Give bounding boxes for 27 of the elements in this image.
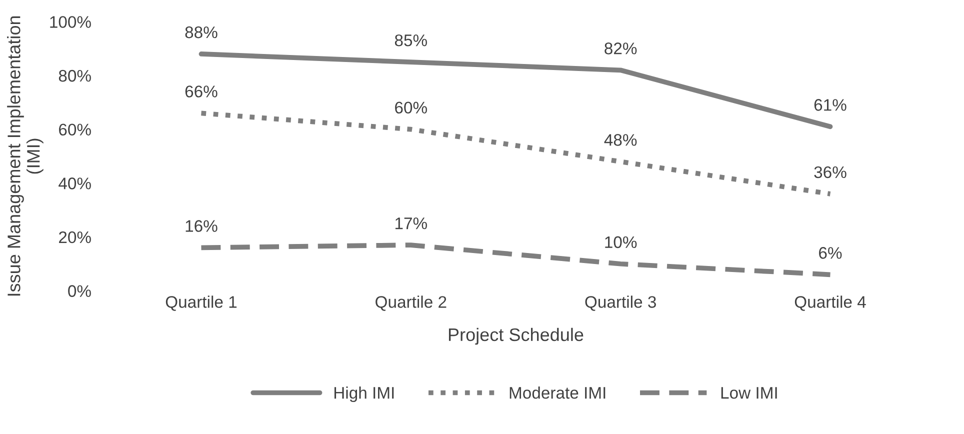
- y-tick-label: 60%: [59, 124, 91, 136]
- x-tick-label: Quartile 4: [794, 296, 866, 311]
- data-label: 16%: [186, 220, 218, 232]
- y-tick-label: 40%: [58, 178, 91, 190]
- y-tick-label: 100%: [50, 16, 91, 28]
- y-axis-title: Issue Management Implementation (IMI): [7, 16, 44, 296]
- legend-label: Moderate IMI: [510, 386, 606, 399]
- data-label: 82%: [604, 42, 637, 54]
- x-axis-title: Project Schedule: [448, 328, 584, 345]
- y-tick-label: 80%: [58, 70, 91, 82]
- y-tick-label: 20%: [59, 231, 91, 244]
- data-label: 88%: [185, 26, 218, 38]
- legend-label: High IMI: [334, 386, 394, 402]
- x-tick-label: Quartile 3: [585, 296, 656, 311]
- data-label: 36%: [814, 166, 846, 178]
- data-label: 66%: [185, 86, 218, 98]
- data-label: 10%: [605, 236, 637, 248]
- data-label: 60%: [395, 102, 427, 114]
- x-tick-label: Quartile 1: [166, 296, 237, 311]
- data-label: 17%: [395, 218, 427, 230]
- y-tick-label: 0%: [68, 285, 91, 297]
- data-label: 48%: [604, 134, 637, 146]
- legend-label: Low IMI: [721, 387, 777, 399]
- data-label: 85%: [394, 34, 427, 46]
- x-tick-label: Quartile 2: [376, 296, 446, 311]
- data-label: 6%: [819, 247, 842, 259]
- data-label: 61%: [814, 99, 846, 111]
